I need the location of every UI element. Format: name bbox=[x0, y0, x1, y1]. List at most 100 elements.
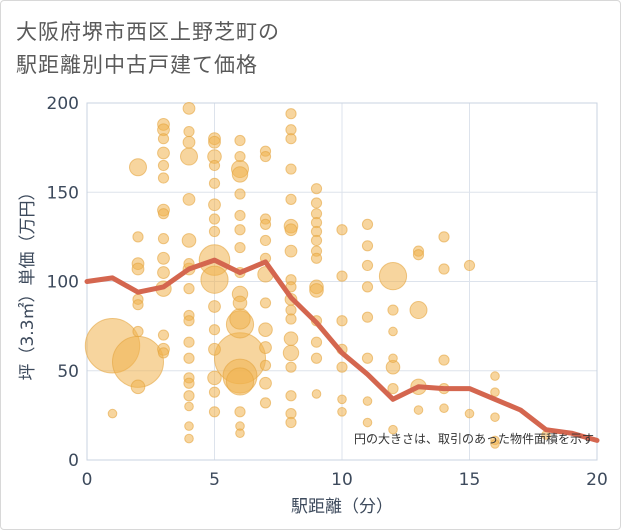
scatter-point bbox=[208, 198, 221, 212]
scatter-point bbox=[157, 133, 170, 145]
scatter-point bbox=[132, 325, 144, 338]
scatter-point bbox=[284, 223, 298, 237]
scatter-point bbox=[285, 390, 297, 402]
scatter-points bbox=[84, 101, 551, 449]
scatter-point bbox=[184, 421, 194, 431]
scatter-point bbox=[208, 177, 221, 189]
scatter-point bbox=[132, 299, 144, 311]
scatter-point bbox=[229, 308, 251, 330]
scatter-point bbox=[310, 234, 323, 247]
scatter-point bbox=[285, 163, 297, 175]
scatter-point bbox=[361, 259, 374, 272]
scatter-point bbox=[259, 218, 272, 230]
y-tick-label: 200 bbox=[47, 94, 79, 114]
scatter-point bbox=[182, 135, 196, 149]
scatter-point bbox=[285, 361, 297, 373]
scatter-point bbox=[183, 283, 195, 295]
y-tick-label: 50 bbox=[57, 362, 79, 382]
scatter-point bbox=[183, 377, 195, 389]
average-line bbox=[84, 257, 600, 443]
scatter-point bbox=[310, 197, 323, 209]
scatter-point bbox=[387, 383, 399, 395]
scatter-point bbox=[258, 322, 273, 337]
scatter-point bbox=[337, 407, 347, 417]
scatter-point bbox=[157, 251, 170, 265]
scatter-point bbox=[490, 412, 500, 422]
scatter-point bbox=[361, 352, 374, 364]
chart-title: 大阪府堺市西区上野芝町の 駅距離別中古戸建て価格 bbox=[16, 16, 280, 82]
scatter-point bbox=[311, 389, 322, 399]
scatter-point bbox=[157, 266, 170, 279]
scatter-point bbox=[182, 101, 196, 115]
scatter-point bbox=[388, 326, 398, 337]
scatter-point bbox=[438, 231, 450, 243]
scatter-point bbox=[207, 370, 222, 386]
x-tick-label: 15 bbox=[459, 470, 481, 490]
x-axis-ticks: 0 5 10 15 20 bbox=[82, 470, 608, 490]
scatter-point bbox=[259, 359, 272, 371]
scatter-point bbox=[361, 311, 374, 323]
scatter-point bbox=[361, 281, 374, 293]
scatter-point bbox=[438, 354, 450, 366]
scatter-point bbox=[208, 159, 221, 172]
scatter-point bbox=[131, 262, 145, 276]
scatter-point bbox=[157, 347, 170, 359]
scatter-point bbox=[183, 315, 195, 327]
scatter-point bbox=[234, 241, 246, 254]
scatter-point bbox=[387, 304, 399, 316]
x-tick-label: 5 bbox=[209, 470, 220, 490]
scatter-point bbox=[234, 209, 246, 222]
scatter-point bbox=[438, 263, 450, 275]
scatter-point bbox=[259, 376, 272, 390]
scatter-point bbox=[310, 336, 323, 348]
scatter-point bbox=[310, 252, 323, 264]
scatter-point bbox=[259, 234, 272, 247]
scatter-point bbox=[184, 401, 194, 412]
scatter-point bbox=[234, 224, 246, 236]
scatter-point bbox=[388, 424, 398, 435]
scatter-point bbox=[129, 158, 147, 177]
scatter-point bbox=[284, 244, 298, 258]
scatter-point bbox=[336, 270, 348, 282]
x-axis-title: 駅距離（分） bbox=[291, 497, 393, 517]
x-tick-label: 10 bbox=[331, 470, 353, 490]
scatter-point bbox=[157, 233, 170, 245]
scatter-point bbox=[490, 387, 500, 397]
scatter-point bbox=[182, 192, 196, 206]
scatter-point bbox=[388, 353, 398, 364]
scatter-point bbox=[208, 386, 221, 398]
scatter-point bbox=[361, 240, 374, 252]
scatter-point bbox=[413, 405, 424, 415]
scatter-point bbox=[336, 224, 348, 236]
bubble-size-note: 円の大きさは、取引のあった物件面積を示す bbox=[354, 431, 594, 446]
scatter-point bbox=[310, 352, 323, 364]
scatter-point bbox=[200, 265, 229, 294]
scatter-point bbox=[285, 416, 297, 429]
scatter-point bbox=[259, 150, 272, 163]
scatter-point bbox=[208, 300, 221, 313]
scatter-point bbox=[234, 150, 246, 163]
scatter-point bbox=[259, 341, 272, 354]
scatter-point bbox=[180, 147, 198, 166]
scatter-point bbox=[412, 249, 425, 261]
scatter-point bbox=[232, 295, 248, 311]
scatter-point bbox=[157, 329, 170, 341]
scatter-point bbox=[208, 213, 221, 225]
scatter-point bbox=[362, 396, 373, 406]
scatter-point bbox=[439, 403, 449, 414]
scatter-point bbox=[130, 379, 146, 395]
scatter-point bbox=[157, 146, 170, 160]
y-tick-label: 150 bbox=[47, 183, 79, 203]
scatter-point bbox=[463, 259, 476, 272]
scatter-point bbox=[490, 439, 500, 449]
scatter-point bbox=[234, 188, 246, 200]
scatter-point bbox=[157, 208, 170, 220]
scatter-point bbox=[183, 336, 195, 348]
x-tick-label: 20 bbox=[586, 470, 608, 490]
scatter-point bbox=[234, 134, 246, 147]
scatter-point bbox=[362, 417, 373, 428]
scatter-point bbox=[208, 225, 221, 238]
scatter-point bbox=[285, 108, 297, 120]
scatter-point bbox=[285, 313, 297, 325]
